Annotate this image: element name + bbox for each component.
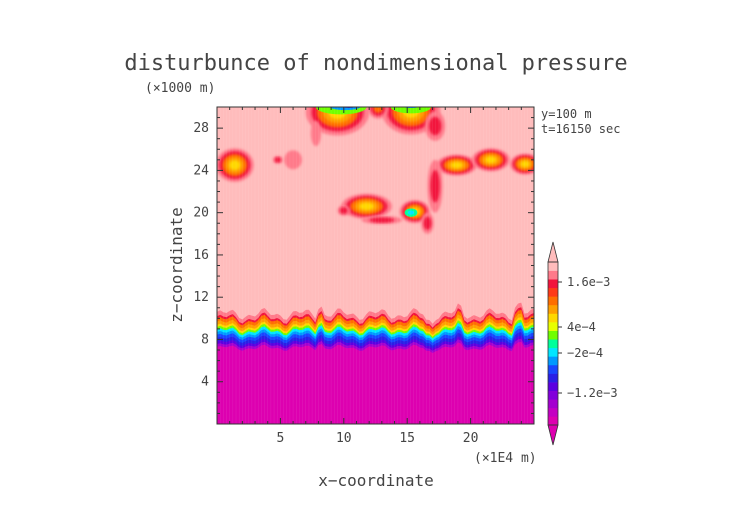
field-feature	[520, 161, 530, 168]
field-feature	[359, 202, 374, 210]
field-feature	[369, 217, 395, 223]
x-axis: 5 10 15 20	[216, 107, 535, 446]
colorbar-swatch	[548, 262, 558, 271]
colorbar-bottom-arrow	[547, 424, 559, 446]
colorbar-swatch	[548, 296, 558, 306]
y-tick-label: 16	[193, 248, 209, 263]
x-tick-label: 15	[399, 431, 415, 446]
field-feature	[450, 162, 463, 169]
chart-title: disturbunce of nondimensional pressure	[124, 51, 627, 76]
x-tick-label: 10	[336, 431, 352, 446]
annotation-t: t=16150 sec	[541, 122, 620, 136]
field-feature	[284, 150, 302, 170]
y-axis: 4 8 12 16 20 24 28	[193, 106, 534, 425]
colorbar-swatch	[548, 313, 558, 323]
colorbar-swatch	[548, 330, 558, 340]
x-axis-title: x−coordinate	[318, 471, 434, 490]
field-feature	[274, 157, 281, 163]
field-feature	[373, 107, 383, 113]
field-feature	[428, 116, 442, 136]
colorbar-swatch	[548, 416, 558, 426]
y-tick-label: 28	[193, 121, 209, 136]
colorbar-swatch	[548, 390, 558, 400]
colorbar-swatch	[548, 270, 558, 280]
x-tick-label: 5	[276, 431, 284, 446]
x-tick-label: 20	[463, 431, 479, 446]
colorbar-swatch	[548, 347, 558, 357]
annotation-y: y=100 m	[541, 107, 592, 121]
y-axis-title: z−coordinate	[167, 207, 186, 323]
field-feature	[328, 107, 362, 111]
colorbar-swatch	[548, 356, 558, 366]
colorbar-label: 4e−4	[567, 320, 596, 334]
colorbar-top-arrow	[547, 241, 559, 263]
field-feature	[229, 160, 241, 170]
colorbar: 1.6e−3 4e−4 −2e−4 −1.2e−3	[547, 241, 618, 446]
field-feature	[390, 107, 432, 114]
y-tick-label: 20	[193, 206, 209, 221]
y-tick-label: 4	[201, 375, 209, 390]
x-unit-label: (×1E4 m)	[474, 451, 537, 466]
colorbar-swatch	[548, 339, 558, 349]
field-feature	[430, 169, 440, 203]
y-tick-label: 8	[201, 332, 209, 347]
y-tick-label: 12	[193, 290, 209, 305]
plot-area	[217, 107, 534, 424]
colorbar-swatch	[548, 279, 558, 289]
colorbar-swatch	[548, 373, 558, 383]
colorbar-frame	[547, 261, 559, 426]
field-feature	[485, 156, 497, 164]
y-unit-label: (×1000 m)	[145, 81, 215, 96]
field-feature	[407, 210, 415, 215]
field-feature	[339, 207, 348, 214]
colorbar-swatch	[548, 304, 558, 314]
field-layer	[217, 341, 534, 424]
colorbar-swatch	[548, 399, 558, 409]
field-feature	[310, 120, 321, 147]
colorbar-label: −2e−4	[567, 346, 603, 360]
colorbar-swatch	[548, 407, 558, 417]
colorbar-label: −1.2e−3	[567, 386, 618, 400]
colorbar-label: 1.6e−3	[567, 275, 610, 289]
colorbar-swatch	[548, 287, 558, 297]
colorbar-swatch	[548, 364, 558, 374]
field-feature	[423, 216, 432, 230]
colorbar-swatch	[548, 382, 558, 391]
y-tick-label: 24	[193, 163, 209, 178]
colorbar-swatch	[548, 322, 558, 331]
